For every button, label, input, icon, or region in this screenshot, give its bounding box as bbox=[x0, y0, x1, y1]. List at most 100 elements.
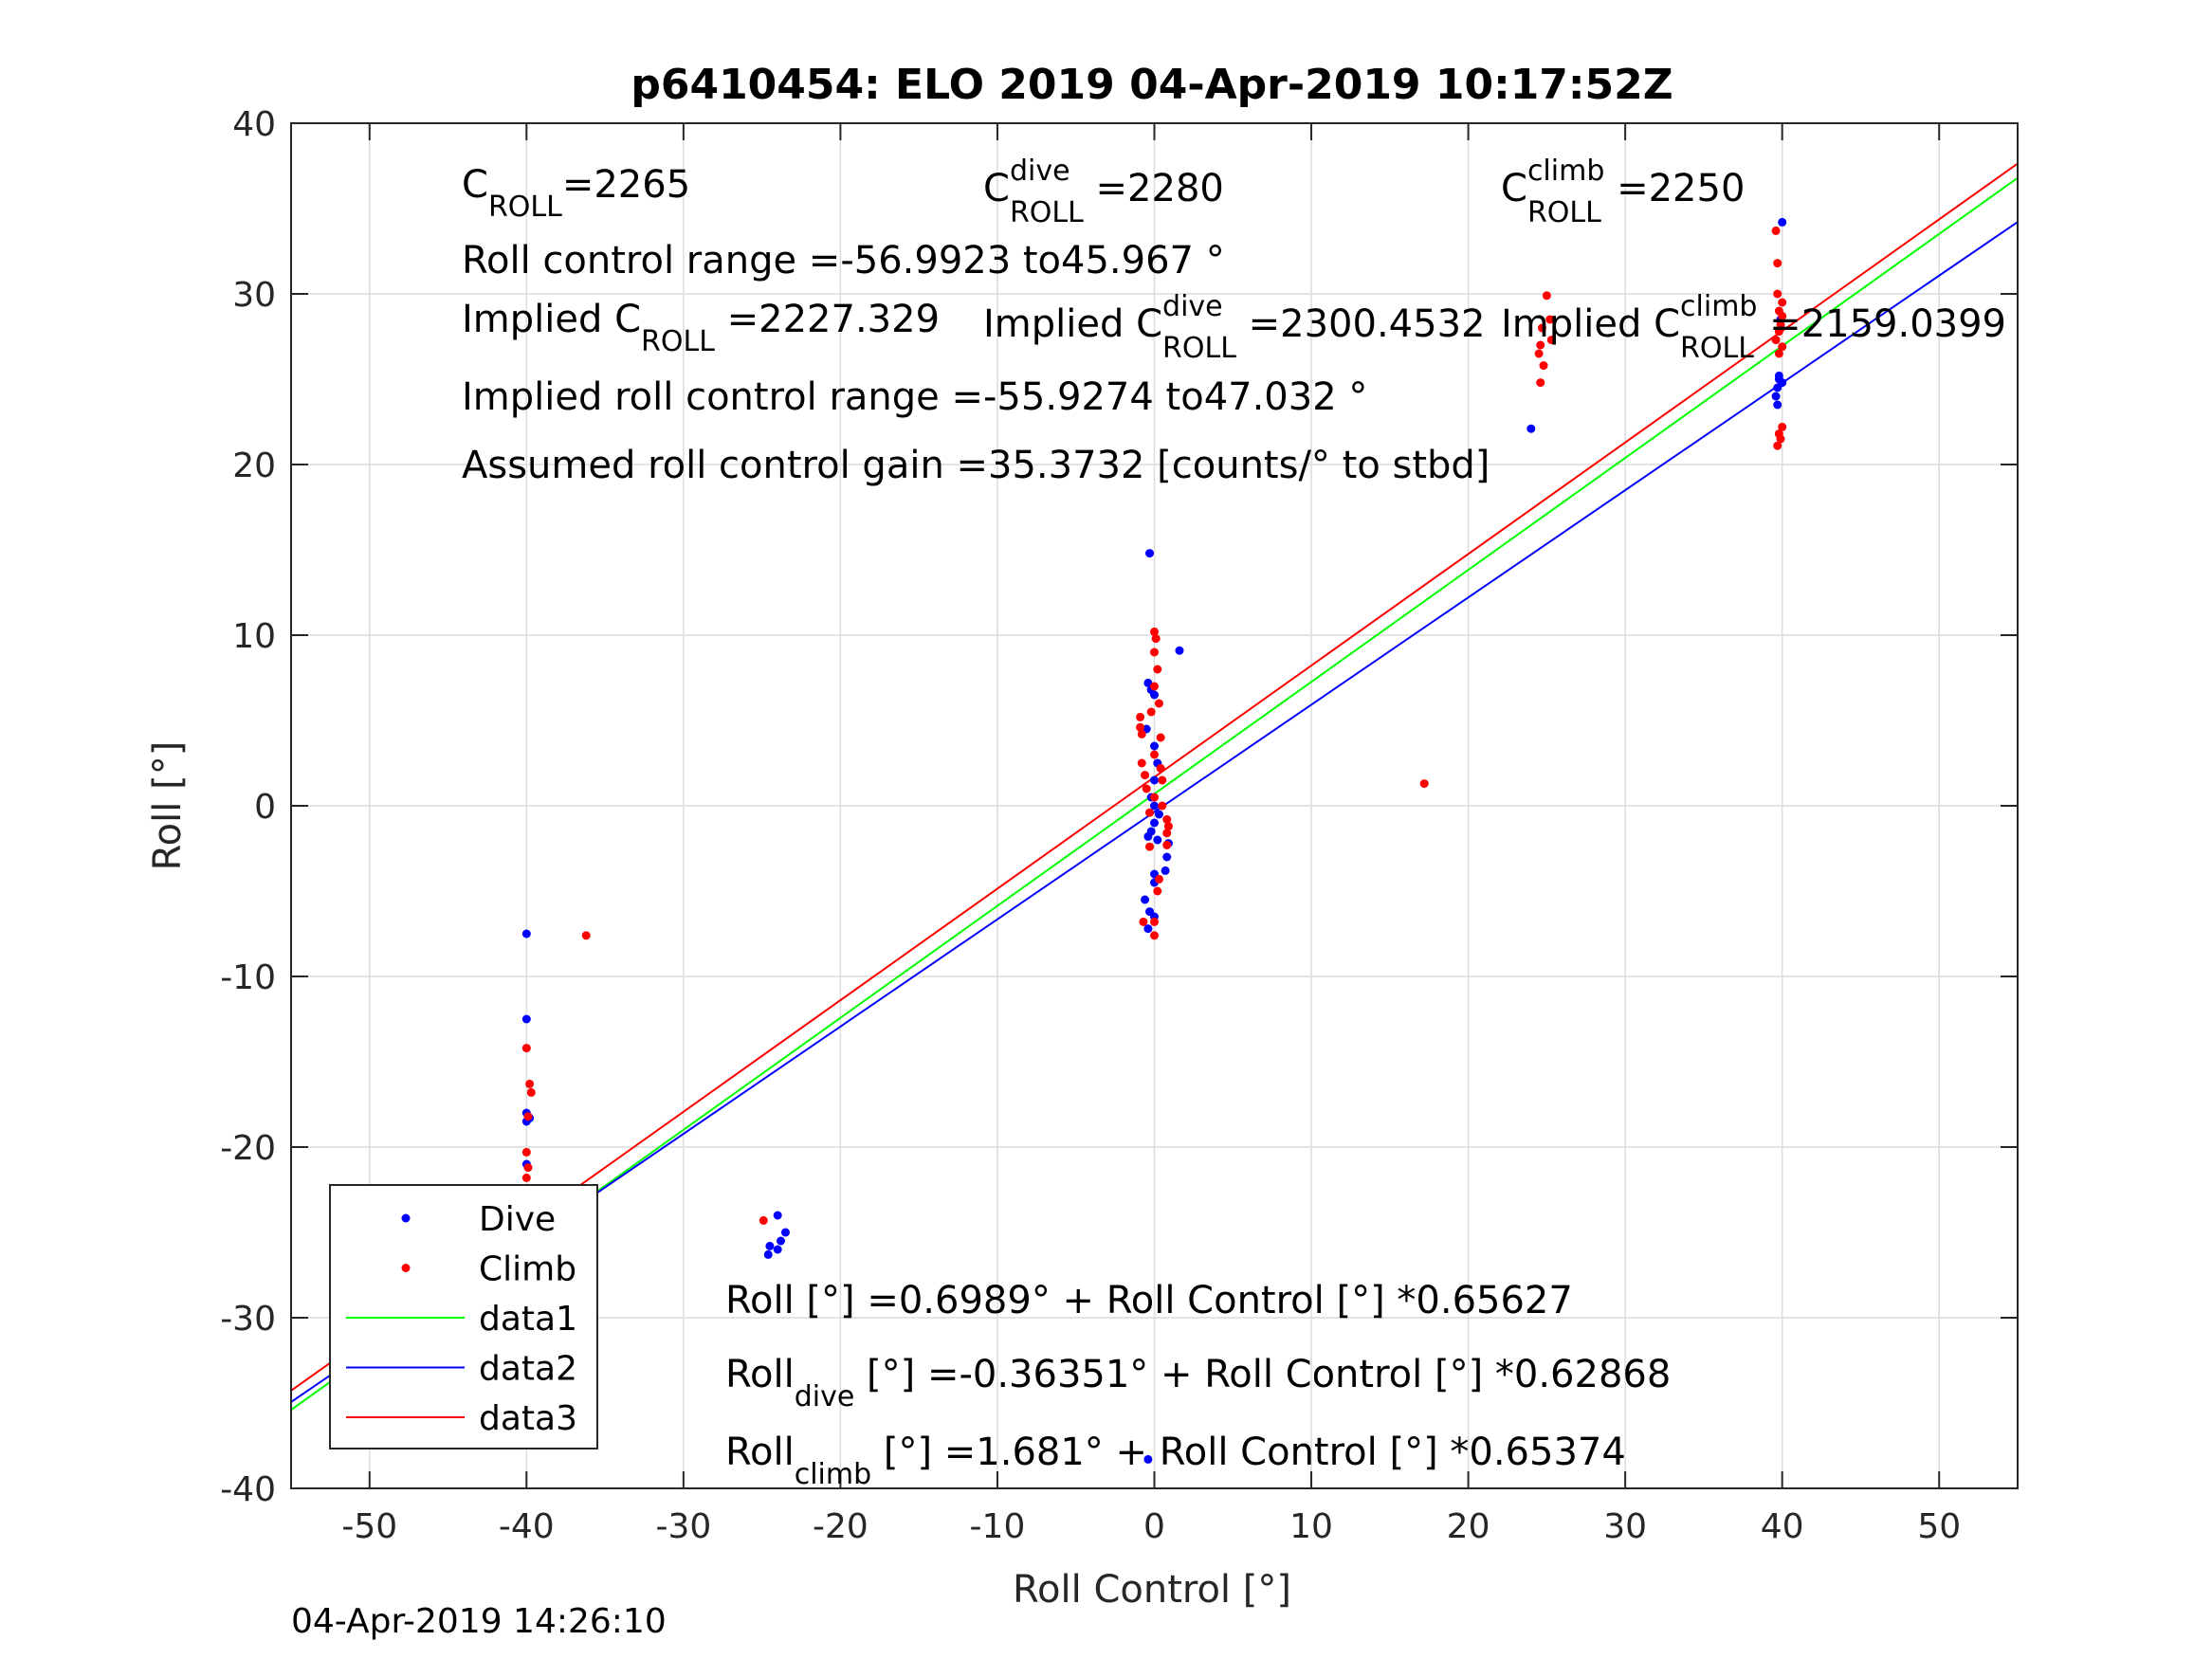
point-dive bbox=[780, 1228, 790, 1237]
point-climb bbox=[1154, 874, 1163, 884]
point-climb bbox=[1137, 758, 1146, 768]
axis-ticks: -50 -40 -30 -20 -10 0 10 20 30 40 50 -40 -30 -20 -10 0 1… bbox=[220, 105, 2018, 1546]
point-dive bbox=[1161, 866, 1170, 875]
point-climb bbox=[523, 1163, 533, 1173]
point-dive bbox=[777, 1236, 786, 1246]
legend-swatch-climb bbox=[401, 1264, 411, 1272]
point-dive bbox=[1141, 895, 1150, 904]
point-climb bbox=[1150, 750, 1159, 759]
point-climb bbox=[526, 1087, 536, 1097]
point-climb bbox=[1545, 315, 1555, 324]
y-tick-label: 0 bbox=[254, 788, 276, 827]
point-dive bbox=[765, 1241, 775, 1250]
y-tick-label: -40 bbox=[220, 1470, 276, 1509]
x-tick-label: 0 bbox=[1143, 1507, 1165, 1546]
y-tick-label: 10 bbox=[232, 617, 276, 656]
point-climb bbox=[1153, 886, 1162, 896]
point-climb bbox=[1773, 259, 1782, 268]
y-tick-label: -10 bbox=[220, 958, 276, 997]
point-dive bbox=[521, 929, 531, 939]
point-climb bbox=[525, 1079, 535, 1088]
annotations: CROLL=2265 Cdive ROLL =2280 Cclimb ROLL =225… bbox=[462, 155, 2006, 1491]
point-dive bbox=[1150, 741, 1159, 751]
fit-dive-annotation: Rolldive [°] =-0.36351° + Roll Control [… bbox=[725, 1353, 1671, 1413]
point-climb bbox=[1136, 712, 1145, 721]
fit-all-annotation: Roll [°] =0.6989° + Roll Control [°] *0.… bbox=[725, 1279, 1573, 1322]
point-climb bbox=[1778, 311, 1787, 320]
legend-label-data2: data2 bbox=[479, 1350, 577, 1389]
point-climb bbox=[1153, 665, 1162, 674]
y-tick-label: -30 bbox=[220, 1300, 276, 1339]
point-climb bbox=[1774, 327, 1783, 337]
x-axis-label: Roll Control [°] bbox=[1013, 1568, 1291, 1612]
legend-label-data3: data3 bbox=[479, 1399, 577, 1438]
point-climb bbox=[1150, 682, 1159, 691]
implied-range-annotation: Implied roll control range =-55.9274 to4… bbox=[462, 375, 1367, 419]
point-dive bbox=[1175, 646, 1184, 655]
point-climb bbox=[1150, 917, 1159, 926]
point-climb bbox=[1778, 342, 1787, 352]
point-climb bbox=[1778, 298, 1787, 307]
point-climb bbox=[1534, 349, 1544, 358]
point-climb bbox=[521, 1173, 531, 1182]
point-climb bbox=[1162, 829, 1172, 838]
point-climb bbox=[1536, 340, 1545, 350]
footer-timestamp: 04-Apr-2019 14:26:10 bbox=[291, 1602, 667, 1641]
point-dive bbox=[1150, 690, 1159, 700]
x-tick-label: -10 bbox=[970, 1507, 1026, 1546]
point-climb bbox=[759, 1215, 768, 1225]
point-dive bbox=[1778, 378, 1787, 388]
legend-label-dive: Dive bbox=[479, 1200, 556, 1239]
point-climb bbox=[1136, 722, 1145, 732]
point-climb bbox=[1162, 840, 1172, 849]
point-climb bbox=[1137, 729, 1146, 738]
chart-title: p6410454: ELO 2019 04-Apr-2019 10:17:52Z bbox=[631, 61, 1673, 109]
legend: Dive Climb data1 data2 data3 bbox=[329, 1184, 598, 1449]
point-dive bbox=[1143, 924, 1153, 934]
point-climb bbox=[1537, 323, 1546, 333]
point-climb bbox=[1142, 784, 1151, 793]
legend-label-climb: Climb bbox=[479, 1250, 576, 1289]
point-climb bbox=[1145, 808, 1155, 817]
point-dive bbox=[521, 1014, 531, 1024]
c-roll-annotation: CROLL=2265 bbox=[462, 163, 690, 224]
point-dive bbox=[1162, 852, 1172, 862]
legend-label-data1: data1 bbox=[479, 1300, 577, 1339]
point-dive bbox=[1773, 400, 1782, 410]
point-dive bbox=[1154, 810, 1163, 819]
fit-climb-annotation: Rollclimb [°] =1.681° + Roll Control [°]… bbox=[725, 1431, 1626, 1491]
point-climb bbox=[1162, 814, 1172, 824]
point-climb bbox=[1151, 634, 1161, 644]
point-climb bbox=[1773, 289, 1782, 299]
point-climb bbox=[1771, 336, 1781, 345]
point-climb bbox=[1542, 291, 1551, 301]
point-climb bbox=[581, 931, 591, 940]
x-tick-label: -30 bbox=[655, 1507, 711, 1546]
control-range-annotation: Roll control range =-56.9923 to45.967 ° bbox=[462, 239, 1225, 283]
point-climb bbox=[1776, 434, 1785, 444]
x-tick-label: -20 bbox=[813, 1507, 868, 1546]
point-dive bbox=[1150, 801, 1159, 811]
point-climb bbox=[1150, 931, 1159, 940]
point-dive bbox=[763, 1249, 773, 1259]
point-climb bbox=[1154, 699, 1163, 708]
x-tick-label: 10 bbox=[1289, 1507, 1333, 1546]
point-climb bbox=[1146, 707, 1156, 717]
y-axis-label: Roll [°] bbox=[146, 741, 190, 871]
point-climb bbox=[521, 1044, 531, 1053]
implied-c-climb-annotation: Implied Cclimb ROLL =2159.0399 bbox=[1501, 290, 2006, 365]
point-dive bbox=[773, 1211, 782, 1220]
c-roll-dive-annotation: Cdive ROLL =2280 bbox=[983, 155, 1224, 229]
point-dive bbox=[1143, 1454, 1153, 1464]
point-climb bbox=[1778, 422, 1787, 431]
x-tick-label: 50 bbox=[1917, 1507, 1961, 1546]
point-dive bbox=[1774, 371, 1783, 380]
point-dive bbox=[1143, 831, 1153, 841]
point-climb bbox=[1536, 378, 1545, 388]
y-tick-label: 30 bbox=[232, 276, 276, 315]
gain-annotation: Assumed roll control gain =35.3732 [coun… bbox=[462, 444, 1490, 487]
implied-c-roll-annotation: Implied CROLL =2227.329 bbox=[462, 298, 940, 358]
point-dive bbox=[1526, 424, 1536, 433]
point-dive bbox=[1150, 775, 1159, 785]
